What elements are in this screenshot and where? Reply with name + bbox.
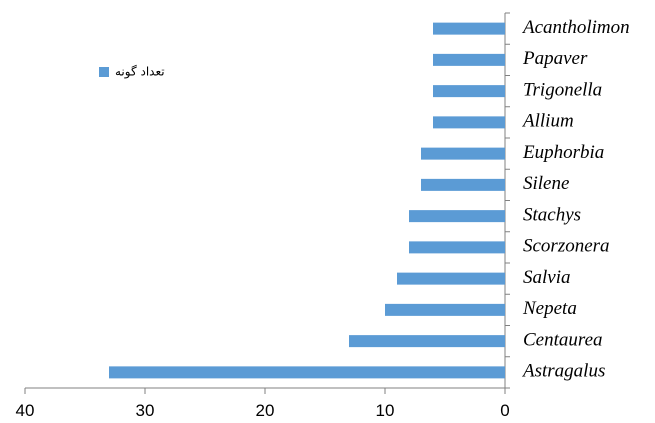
- bar: [421, 147, 505, 160]
- bar: [433, 22, 505, 35]
- y-tick-label: Euphorbia: [522, 142, 604, 163]
- bar: [349, 335, 505, 348]
- y-tick-label: Astragalus: [521, 361, 605, 382]
- bar: [433, 116, 505, 129]
- bar: [385, 303, 505, 316]
- bar: [433, 53, 505, 66]
- y-tick-label: Acantholimon: [521, 17, 630, 38]
- legend-label: تعداد گونه: [115, 65, 165, 80]
- x-tick-label: 0: [500, 401, 509, 420]
- bar: [421, 178, 505, 191]
- x-tick-label: 40: [16, 401, 35, 420]
- legend-swatch: [99, 67, 109, 77]
- x-tick-label: 30: [136, 401, 155, 420]
- x-tick-label: 20: [256, 401, 275, 420]
- y-tick-label: Centaurea: [523, 329, 603, 350]
- y-tick-label: Allium: [521, 111, 574, 132]
- y-tick-label: Trigonella: [523, 79, 602, 100]
- y-tick-label: Papaver: [522, 48, 588, 69]
- bar: [433, 85, 505, 98]
- bar: [409, 241, 505, 254]
- bar: [397, 272, 505, 285]
- y-tick-label: Silene: [523, 173, 569, 194]
- x-tick-label: 10: [376, 401, 395, 420]
- y-tick-label: Nepeta: [522, 298, 577, 319]
- bar: [409, 210, 505, 223]
- y-tick-label: Salvia: [523, 267, 571, 288]
- y-tick-label: Stachys: [523, 204, 581, 225]
- y-tick-label: Scorzonera: [523, 236, 610, 257]
- bar: [109, 366, 505, 379]
